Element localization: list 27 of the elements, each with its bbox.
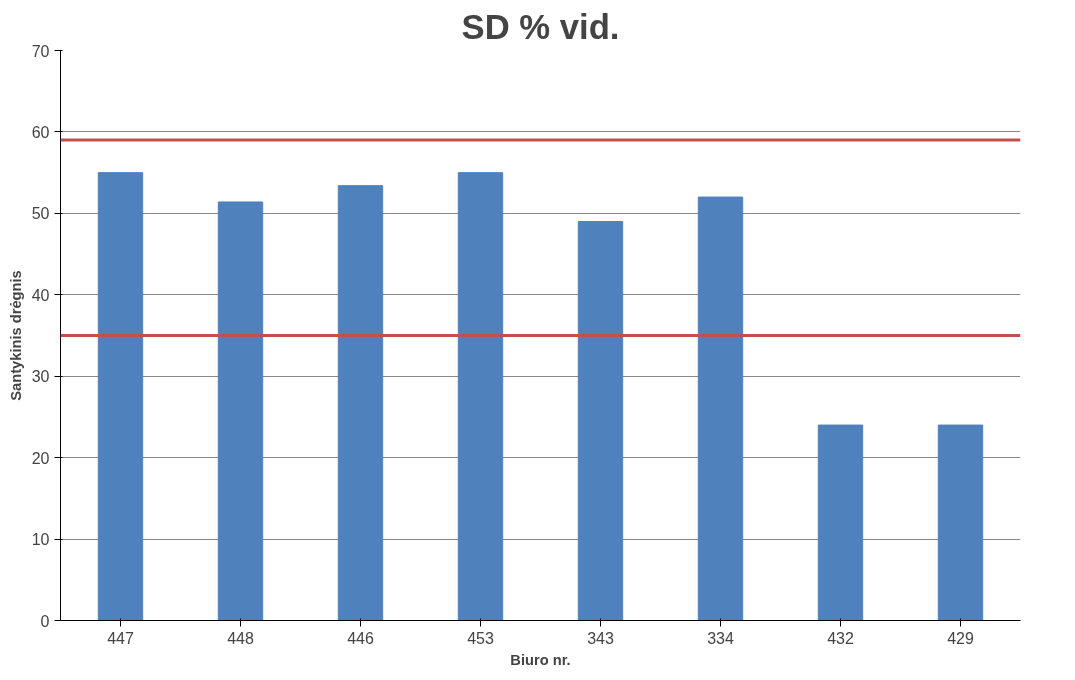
y-tick-label: 20 [31,449,50,467]
bar [97,172,144,621]
y-tick-label: 30 [31,368,50,386]
y-tick-label: 10 [31,531,50,549]
x-tick-label: 343 [587,629,614,647]
chart-title: SD % vid. [461,7,620,46]
x-tick-label: 447 [107,629,134,647]
x-tick-label: 446 [347,629,374,647]
y-tick-label: 0 [40,612,50,630]
bar [337,185,384,621]
y-tick-label: 50 [31,205,50,223]
x-tick-label: 429 [947,629,974,647]
bar [577,221,624,621]
y-tick-label: 60 [31,123,50,141]
bar [817,424,864,621]
x-tick-label: 432 [827,629,854,647]
bar [457,172,504,621]
x-tick-label: 334 [707,629,734,647]
y-tick-label: 40 [31,286,50,304]
x-tick-label: 453 [467,629,494,647]
x-tick-label: 448 [227,629,254,647]
bar [697,196,744,621]
bar [217,201,264,621]
y-axis-title: Santykinis drėgnis [7,270,24,401]
x-axis-title: Biuro nr. [510,651,571,668]
y-tick-label: 70 [31,42,50,60]
bar [937,424,984,621]
